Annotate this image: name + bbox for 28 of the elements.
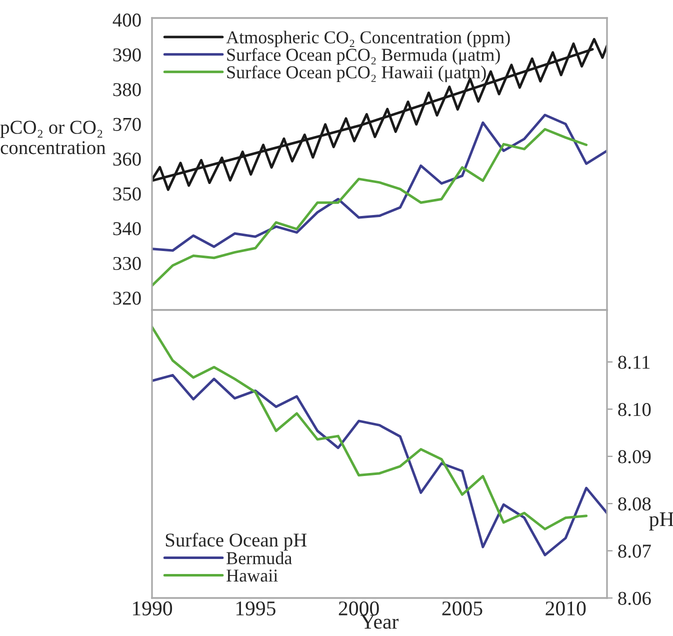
legend-label: Atmospheric CO₂ Concentration (ppm): [226, 30, 510, 48]
legend-label: Surface Ocean pCO₂ Hawaii (μatm): [227, 66, 486, 82]
legend-label: Hawaii: [226, 570, 278, 582]
x-axis-title: Year: [360, 614, 399, 629]
y-tick-label: 8.10: [618, 402, 651, 416]
y-tick-label: 390: [113, 48, 141, 62]
y-tick-label: 8.08: [618, 497, 651, 511]
y-tick-label: 400: [112, 14, 141, 27]
x-tick-label: 2010: [546, 601, 586, 616]
y-tick-label: 8.11: [618, 356, 650, 369]
y-tick-label: 350: [113, 187, 141, 200]
y-tick-label: 330: [113, 256, 141, 270]
y-tick-label: 380: [113, 83, 141, 96]
x-tick-label: 1995: [236, 601, 276, 616]
y-tick-label: 370: [113, 118, 141, 131]
y-tick-label: 340: [113, 222, 141, 236]
y-tick-label: 320: [113, 292, 141, 305]
y-tick-label: 8.09: [618, 450, 651, 464]
x-tick-label: 1990: [133, 601, 172, 616]
legend-title: Surface Ocean pH: [166, 532, 307, 551]
y-tick-label: 8.06: [618, 592, 651, 606]
x-tick-label: 2005: [442, 601, 482, 616]
y-tick-label: 360: [113, 152, 141, 166]
legend-label: Surface Ocean pCO₂ Bermuda (μatm): [227, 48, 500, 65]
y-tick-label: 8.07: [618, 544, 651, 558]
y-axis-title: pCO₂ or CO₂ concentration: [0, 120, 106, 154]
legend-label: Bermuda: [226, 552, 292, 564]
x-tick-label: 2000: [338, 601, 379, 616]
